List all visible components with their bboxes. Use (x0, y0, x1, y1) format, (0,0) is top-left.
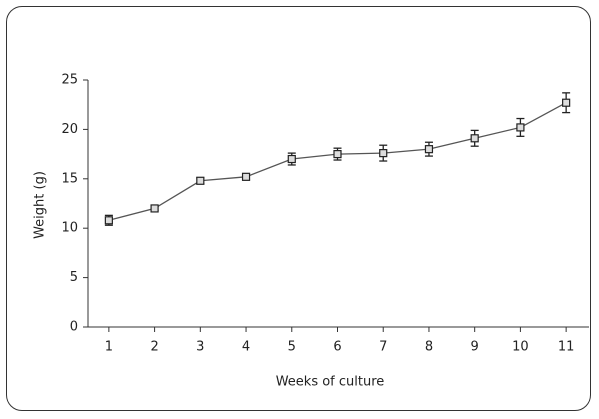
marker (287, 154, 296, 164)
x-tick-label: 3 (196, 340, 204, 355)
data-line (108, 102, 567, 221)
marker (241, 172, 251, 181)
y-axis-label: Weight (g) (33, 171, 48, 239)
x-tick-label: 1 (105, 340, 113, 355)
x-tick-label: 6 (333, 340, 341, 355)
marker (104, 216, 113, 225)
x-tick-label: 7 (379, 340, 387, 355)
marker (379, 149, 388, 158)
y-tick-label: 10 (61, 221, 78, 236)
x-tick-label: 8 (425, 340, 433, 355)
x-tick-label: 5 (288, 340, 296, 355)
y-tick-label: 0 (70, 320, 78, 335)
y-tick-label: 25 (61, 73, 78, 88)
x-tick-label: 11 (558, 340, 575, 355)
marker (424, 145, 434, 154)
x-tick-label: 9 (471, 340, 479, 355)
y-tick-label: 5 (70, 270, 78, 285)
y-tick-label: 15 (61, 171, 78, 186)
x-tick-label: 2 (150, 340, 158, 355)
marker (516, 123, 525, 132)
x-axis-label: Weeks of culture (276, 375, 385, 390)
x-tick-label: 4 (242, 340, 250, 355)
marker (150, 204, 159, 213)
marker (196, 176, 205, 185)
y-tick-label: 20 (61, 122, 78, 137)
x-tick-label: 10 (512, 340, 529, 355)
frame (6, 6, 591, 411)
marker (333, 150, 342, 159)
marker (562, 98, 571, 107)
marker (470, 134, 479, 143)
